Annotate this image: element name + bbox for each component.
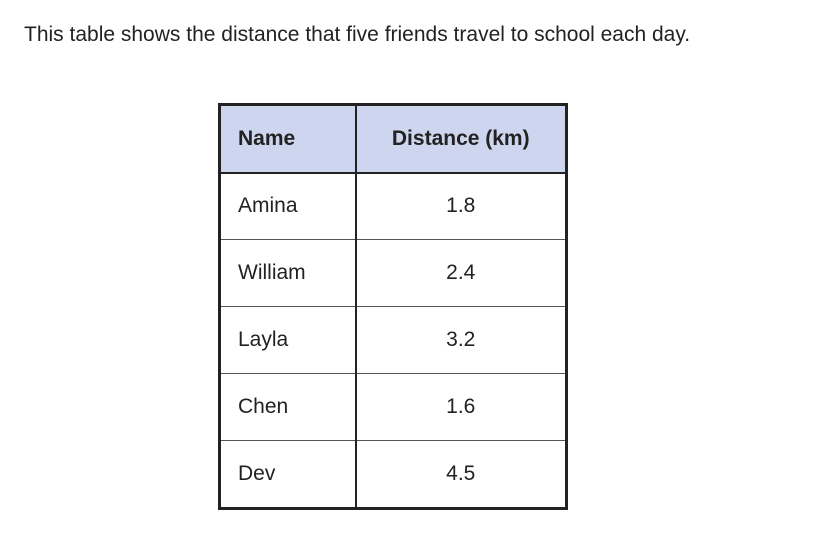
cell-name: Dev xyxy=(220,440,357,508)
header-name: Name xyxy=(220,105,357,174)
table-row: William 2.4 xyxy=(220,239,566,307)
table-row: Layla 3.2 xyxy=(220,306,566,374)
distance-table: Name Distance (km) Amina 1.8 William 2.4… xyxy=(218,103,568,510)
cell-distance: 4.5 xyxy=(355,440,566,508)
cell-distance: 2.4 xyxy=(355,239,566,307)
table-row: Amina 1.8 xyxy=(220,172,566,240)
cell-name: Layla xyxy=(220,306,357,374)
header-distance: Distance (km) xyxy=(355,105,566,174)
table-row: Chen 1.6 xyxy=(220,373,566,441)
cell-distance: 1.8 xyxy=(355,172,566,240)
intro-text: This table shows the distance that five … xyxy=(24,23,691,46)
cell-name: Chen xyxy=(220,373,357,441)
cell-name: Amina xyxy=(220,172,357,240)
cell-distance: 1.6 xyxy=(355,373,566,441)
cell-name: William xyxy=(220,239,357,307)
table-row: Dev 4.5 xyxy=(220,440,566,508)
table-header-row: Name Distance (km) xyxy=(220,105,566,174)
cell-distance: 3.2 xyxy=(355,306,566,374)
